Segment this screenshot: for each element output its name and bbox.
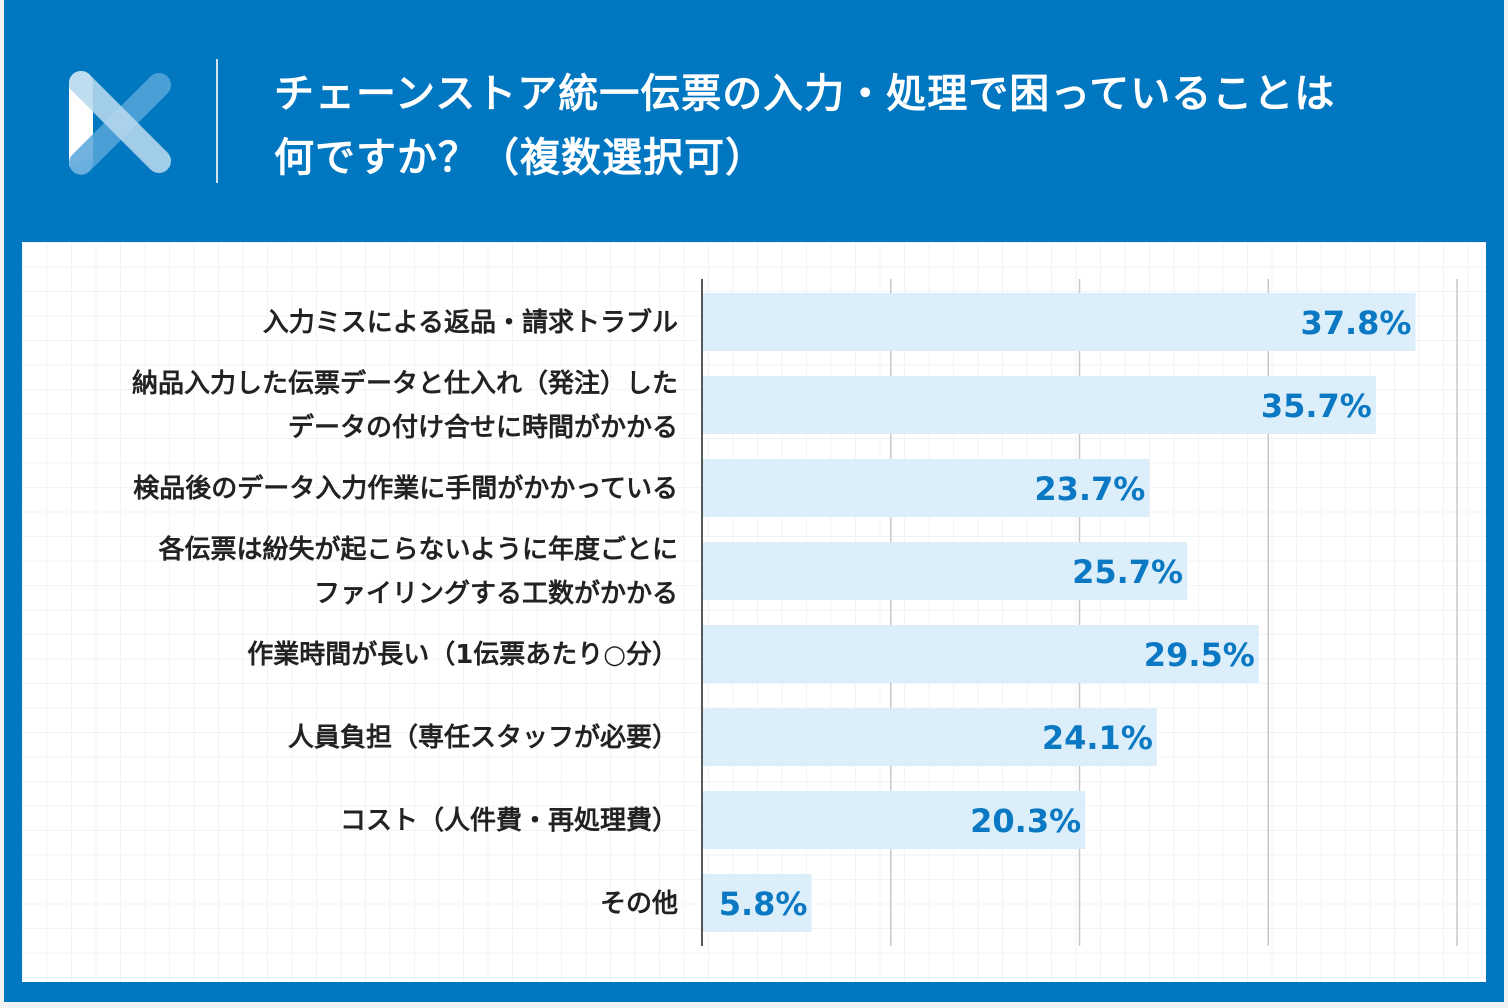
bar bbox=[702, 708, 1157, 766]
category-label: 作業時間が長い（1伝票あたり○分） bbox=[247, 639, 678, 670]
data-label: 23.7% bbox=[1034, 470, 1145, 508]
data-label: 24.1% bbox=[1042, 719, 1153, 757]
bar bbox=[702, 542, 1188, 600]
bar bbox=[702, 376, 1376, 434]
category-label: データの付け合せに時間がかかる bbox=[288, 412, 678, 443]
brand-logo-icon bbox=[69, 71, 171, 175]
category-label: 検品後のデータ入力作業に手間がかかっている bbox=[133, 473, 678, 504]
bar bbox=[702, 791, 1086, 849]
chart-panel: 37.8% 入力ミスによる返品・請求トラブル 35.7% 納品入力した伝票データと仕入… bbox=[22, 242, 1486, 982]
category-label: ファイリングする工数がかかる bbox=[314, 578, 678, 609]
bar bbox=[702, 625, 1259, 683]
data-label: 35.7% bbox=[1261, 387, 1372, 425]
bar bbox=[702, 459, 1150, 517]
data-label: 29.5% bbox=[1144, 636, 1255, 674]
category-label: 人員負担（専任スタッフが必要） bbox=[288, 722, 678, 753]
data-label: 37.8% bbox=[1300, 304, 1411, 342]
title-line-1: チェーンストア統一伝票の入力・処理で困っていることは bbox=[274, 71, 1336, 117]
bar bbox=[702, 293, 1416, 351]
bar bbox=[702, 874, 812, 932]
category-label: コスト（人件費・再処理費） bbox=[340, 806, 678, 836]
data-label: 20.3% bbox=[970, 802, 1081, 840]
category-label: 入力ミスによる返品・請求トラブル bbox=[263, 307, 678, 338]
bar-chart: 37.8% 入力ミスによる返品・請求トラブル 35.7% 納品入力した伝票データと仕入… bbox=[132, 279, 1458, 946]
data-label: 25.7% bbox=[1072, 553, 1183, 591]
category-label: 納品入力した伝票データと仕入れ（発注）した bbox=[132, 368, 678, 399]
category-label: その他 bbox=[600, 889, 678, 919]
chart-title: チェーンストア統一伝票の入力・処理で困っていることは 何ですか？（複数選択可） bbox=[274, 62, 1335, 190]
data-label: 5.8% bbox=[719, 885, 808, 923]
header-divider bbox=[216, 59, 218, 183]
title-line-2: 何ですか？（複数選択可） bbox=[274, 135, 766, 181]
category-label: 各伝票は紛失が起こらないように年度ごとに bbox=[158, 534, 678, 565]
